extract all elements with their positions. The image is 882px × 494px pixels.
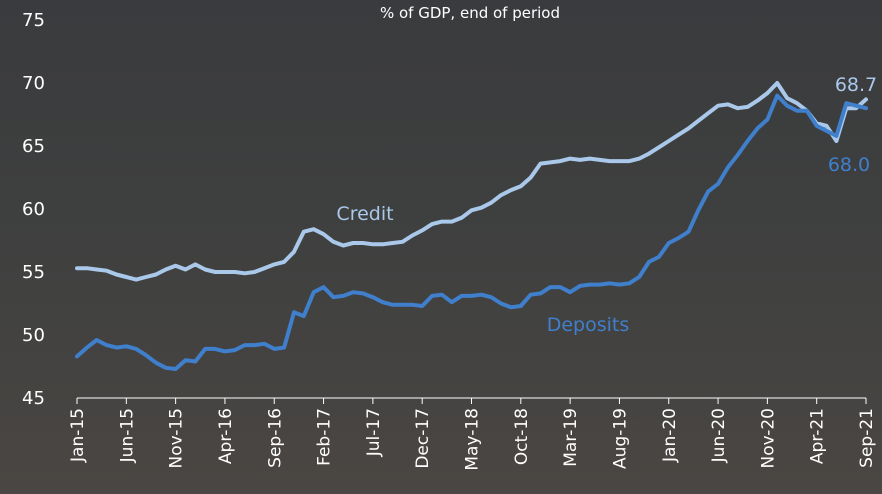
x-tick-label: Apr-16 xyxy=(216,408,236,464)
chart-subtitle: % of GDP, end of period xyxy=(380,4,560,22)
y-tick-label: 60 xyxy=(22,199,45,220)
y-tick-label: 70 xyxy=(22,73,45,94)
x-tick-label: Sep-16 xyxy=(265,408,285,468)
annotation: Deposits xyxy=(547,314,630,336)
x-tick-label: Jun-20 xyxy=(709,408,729,463)
x-tick-label: Jan-15 xyxy=(68,408,88,463)
y-tick-label: 50 xyxy=(22,325,45,346)
y-tick-label: 45 xyxy=(22,388,45,409)
chart: % of GDP, end of period 45 50 55 60 65 70 75 Ja… xyxy=(0,0,882,494)
x-tick-label: Sep-21 xyxy=(857,408,877,468)
annotation: 68.7 xyxy=(835,74,877,96)
x-tick-label: Jan-20 xyxy=(660,408,680,463)
y-tick-label: 65 xyxy=(22,136,45,157)
x-tick-label: Feb-17 xyxy=(315,408,335,466)
x-tick-label: Jun-15 xyxy=(117,408,137,463)
x-tick-label: Jul-17 xyxy=(364,408,384,457)
x-tick-label: Aug-19 xyxy=(610,408,630,469)
x-tick-label: Mar-19 xyxy=(561,408,581,467)
x-tick-label: Apr-21 xyxy=(808,408,828,464)
y-tick-label: 55 xyxy=(22,262,45,283)
x-tick-label: Nov-15 xyxy=(167,408,187,469)
annotation: Credit xyxy=(336,203,393,225)
y-tick-label: 75 xyxy=(22,10,45,31)
page: {"chart_data": {"type": "line", "subtitl… xyxy=(0,0,882,494)
x-tick-label: Nov-20 xyxy=(758,408,778,469)
x-tick-label: May-18 xyxy=(463,408,483,471)
annotation: 68.0 xyxy=(828,154,870,176)
x-tick-label: Oct-18 xyxy=(512,408,532,465)
x-tick-label: Dec-17 xyxy=(413,408,433,469)
